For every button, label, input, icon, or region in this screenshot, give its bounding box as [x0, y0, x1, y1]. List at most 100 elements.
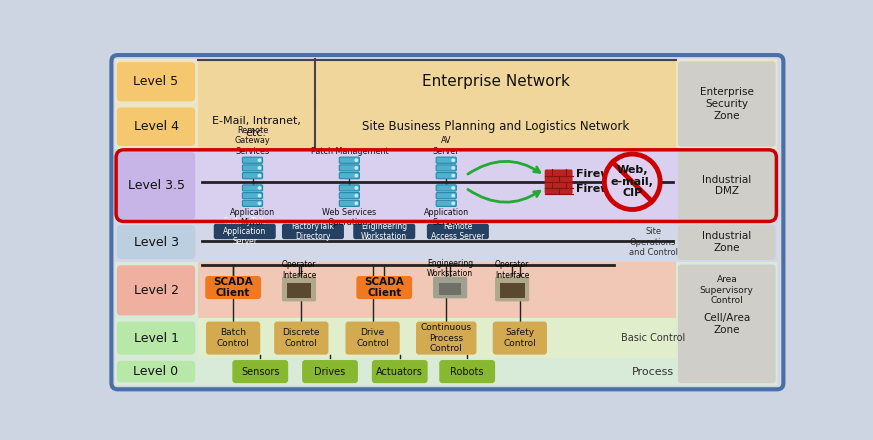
FancyBboxPatch shape: [436, 157, 457, 163]
FancyBboxPatch shape: [117, 62, 196, 101]
FancyBboxPatch shape: [282, 277, 316, 301]
Text: Web Services
Operations: Web Services Operations: [322, 208, 376, 227]
Text: FactoryTalk
Application
Server: FactoryTalk Application Server: [223, 216, 266, 246]
Text: Enterprise Network: Enterprise Network: [422, 74, 569, 89]
Text: Level 5: Level 5: [134, 75, 179, 88]
FancyBboxPatch shape: [340, 157, 360, 163]
Bar: [115, 222, 777, 262]
Text: AV
Server: AV Server: [433, 136, 459, 156]
Text: SCADA
Client: SCADA Client: [364, 277, 404, 298]
Bar: [115, 149, 777, 222]
Text: Level 3.5: Level 3.5: [127, 179, 184, 192]
Text: Actuators: Actuators: [376, 367, 423, 377]
FancyBboxPatch shape: [678, 224, 775, 260]
Circle shape: [452, 167, 454, 169]
Circle shape: [355, 194, 358, 197]
FancyBboxPatch shape: [436, 172, 457, 179]
Text: Cell/Area
Zone: Cell/Area Zone: [703, 313, 751, 335]
Text: Safety
Control: Safety Control: [504, 328, 536, 348]
FancyBboxPatch shape: [346, 322, 400, 355]
Circle shape: [258, 167, 261, 169]
Circle shape: [355, 187, 358, 189]
FancyBboxPatch shape: [243, 172, 263, 179]
Bar: [115, 262, 777, 385]
FancyBboxPatch shape: [340, 185, 360, 191]
Circle shape: [452, 174, 454, 177]
FancyBboxPatch shape: [545, 169, 573, 194]
Bar: [198, 262, 677, 319]
Text: Site
Operations
and Control: Site Operations and Control: [629, 227, 677, 257]
FancyBboxPatch shape: [678, 61, 775, 147]
Text: Industrial
DMZ: Industrial DMZ: [702, 175, 752, 196]
Text: Level 2: Level 2: [134, 284, 178, 297]
FancyBboxPatch shape: [678, 264, 775, 383]
Circle shape: [452, 187, 454, 189]
FancyBboxPatch shape: [113, 57, 781, 387]
Circle shape: [355, 202, 358, 205]
Text: Industrial
Zone: Industrial Zone: [702, 231, 752, 253]
Text: Drives: Drives: [314, 367, 346, 377]
FancyBboxPatch shape: [495, 277, 529, 301]
FancyBboxPatch shape: [243, 193, 263, 199]
Text: Continuous
Process
Control: Continuous Process Control: [421, 323, 471, 353]
Circle shape: [258, 159, 261, 161]
Bar: [499, 283, 525, 298]
Text: Drive
Control: Drive Control: [356, 328, 389, 348]
Text: Discrete
Control: Discrete Control: [283, 328, 320, 348]
FancyBboxPatch shape: [117, 107, 196, 146]
Bar: [198, 59, 677, 104]
FancyBboxPatch shape: [243, 185, 263, 191]
Circle shape: [355, 167, 358, 169]
FancyBboxPatch shape: [243, 200, 263, 206]
Bar: [286, 283, 312, 298]
Circle shape: [604, 154, 660, 209]
FancyBboxPatch shape: [340, 172, 360, 179]
Text: Firewall: Firewall: [575, 169, 625, 179]
FancyBboxPatch shape: [678, 151, 775, 220]
FancyBboxPatch shape: [436, 185, 457, 191]
FancyBboxPatch shape: [112, 55, 783, 389]
FancyBboxPatch shape: [436, 193, 457, 199]
Text: Basic Control: Basic Control: [621, 333, 685, 343]
Text: Level 3: Level 3: [134, 236, 178, 249]
Text: Patch Management: Patch Management: [311, 147, 388, 156]
FancyBboxPatch shape: [232, 360, 288, 383]
Text: Site Business Planning and Logistics Network: Site Business Planning and Logistics Net…: [361, 120, 629, 133]
FancyBboxPatch shape: [416, 322, 477, 355]
Circle shape: [258, 187, 261, 189]
Circle shape: [355, 174, 358, 177]
FancyBboxPatch shape: [433, 277, 467, 298]
Text: Sensors: Sensors: [241, 367, 279, 377]
FancyBboxPatch shape: [340, 165, 360, 171]
Bar: [198, 319, 677, 358]
FancyBboxPatch shape: [282, 224, 344, 239]
FancyBboxPatch shape: [206, 322, 260, 355]
FancyBboxPatch shape: [117, 361, 196, 382]
Text: Level 4: Level 4: [134, 120, 178, 133]
FancyBboxPatch shape: [274, 322, 328, 355]
Bar: [439, 283, 461, 295]
Circle shape: [355, 159, 358, 161]
FancyBboxPatch shape: [340, 193, 360, 199]
Text: Robots: Robots: [450, 367, 484, 377]
FancyBboxPatch shape: [354, 224, 416, 239]
Text: Area
Supervisory
Control: Area Supervisory Control: [700, 275, 753, 305]
Text: Operator
Interface: Operator Interface: [495, 260, 529, 280]
FancyBboxPatch shape: [243, 157, 263, 163]
FancyBboxPatch shape: [117, 265, 196, 315]
FancyBboxPatch shape: [372, 360, 428, 383]
FancyBboxPatch shape: [302, 360, 358, 383]
FancyBboxPatch shape: [436, 200, 457, 206]
Circle shape: [452, 194, 454, 197]
FancyBboxPatch shape: [439, 360, 495, 383]
FancyBboxPatch shape: [117, 152, 196, 219]
FancyBboxPatch shape: [436, 165, 457, 171]
Text: Level 0: Level 0: [134, 365, 179, 378]
Text: SCADA
Client: SCADA Client: [213, 277, 253, 298]
Text: Firewall: Firewall: [575, 184, 625, 194]
Text: Batch
Control: Batch Control: [217, 328, 250, 348]
FancyBboxPatch shape: [214, 224, 276, 239]
Text: Engineering
Workstation: Engineering Workstation: [427, 259, 473, 278]
Bar: [115, 59, 777, 149]
Text: Enterprise
Security
Zone: Enterprise Security Zone: [700, 88, 753, 121]
